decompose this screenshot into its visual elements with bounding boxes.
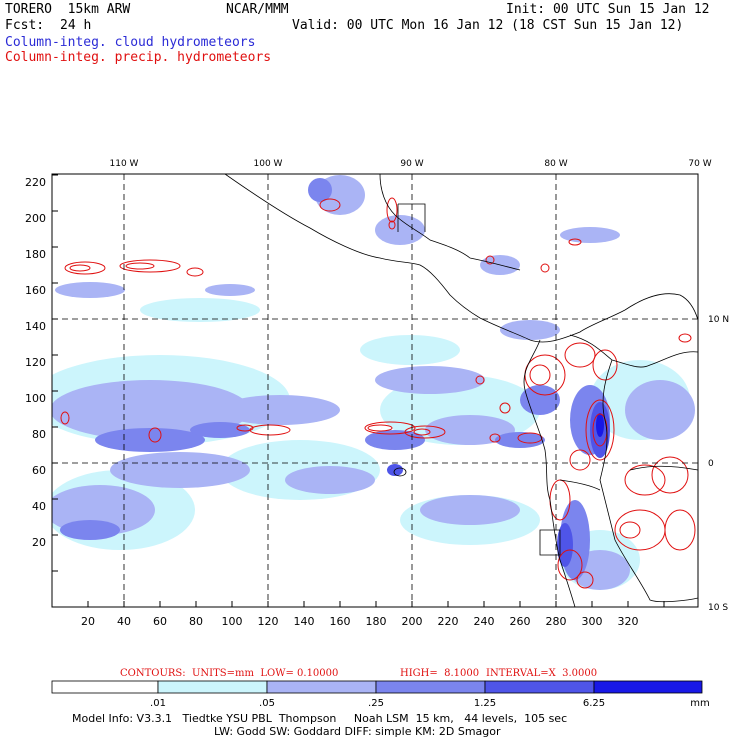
- colorbar-swatch: [266, 680, 377, 694]
- y-tick-label: 180: [25, 248, 46, 261]
- x-tick-label: 100: [222, 615, 243, 628]
- contour-interval: INTERVAL=X 3.0000: [486, 668, 598, 679]
- y-tick-label: 120: [25, 356, 46, 369]
- x-tick-label: 200: [402, 615, 423, 628]
- tick-marks: [52, 174, 665, 607]
- lon-label: 70 W: [688, 159, 711, 169]
- x-tick-labels: 20 40 60 80 100 120 140 160 180 200 220 …: [81, 615, 639, 628]
- lon-label: 110 W: [110, 159, 139, 169]
- x-tick-label: 300: [582, 615, 603, 628]
- x-tick-label: 180: [366, 615, 387, 628]
- lon-label: 100 W: [254, 159, 283, 169]
- y-tick-label: 60: [32, 464, 46, 477]
- valid-time: Valid: 00 UTC Mon 16 Jan 12 (18 CST Sun …: [292, 18, 684, 33]
- colorbar-swatch: [593, 680, 703, 694]
- colorbar-label: .25: [368, 698, 384, 709]
- contour-high: HIGH= 8.1000: [400, 668, 480, 679]
- x-tick-label: 280: [546, 615, 567, 628]
- colorbar-label: .05: [259, 698, 275, 709]
- precip-contours: [60, 197, 696, 589]
- y-tick-label: 140: [25, 320, 46, 333]
- x-tick-label: 160: [330, 615, 351, 628]
- model-name: TORERO 15km ARW: [5, 2, 131, 17]
- init-time: Init: 00 UTC Sun 15 Jan 12: [506, 2, 710, 17]
- colorbar-label: 6.25: [583, 698, 605, 709]
- x-tick-label: 80: [189, 615, 203, 628]
- colorbar-label: 1.25: [474, 698, 496, 709]
- lon-label: 90 W: [400, 159, 423, 169]
- x-tick-label: 60: [153, 615, 167, 628]
- y-tick-label: 40: [32, 500, 46, 513]
- lat-label: 10 S: [708, 603, 728, 613]
- x-tick-label: 320: [618, 615, 639, 628]
- forecast-value: 24 h: [60, 18, 92, 33]
- x-tick-label: 260: [510, 615, 531, 628]
- hydrometeor-field: [52, 174, 698, 607]
- x-tick-label: 40: [117, 615, 131, 628]
- lat-label: 0: [708, 459, 714, 469]
- y-tick-labels: 220 200 180 160 140 120 100 80 60 40 20: [25, 176, 46, 549]
- y-tick-label: 200: [25, 212, 46, 225]
- colorbar-label: .01: [150, 698, 166, 709]
- colorbar: .01 .05 .25 1.25 6.25 mm: [51, 680, 710, 709]
- graticule: [52, 174, 698, 607]
- colorbar-swatch: [484, 680, 595, 694]
- org-name: NCAR/MMM: [226, 2, 289, 17]
- lon-labels: 110 W 100 W 90 W 80 W 70 W: [110, 159, 712, 169]
- y-tick-label: 100: [25, 392, 46, 405]
- x-tick-label: 240: [474, 615, 495, 628]
- model-info-line1: Model Info: V3.3.1 Tiedtke YSU PBL Thomp…: [72, 712, 568, 725]
- x-tick-label: 140: [294, 615, 315, 628]
- colorbar-swatch: [375, 680, 486, 694]
- x-tick-label: 20: [81, 615, 95, 628]
- colorbar-unit: mm: [690, 698, 709, 709]
- colorbar-swatch: [157, 680, 268, 694]
- legend-precip: Column-integ. precip. hydrometeors: [5, 50, 272, 65]
- y-tick-label: 20: [32, 536, 46, 549]
- lon-label: 80 W: [544, 159, 567, 169]
- coastlines: [224, 174, 698, 607]
- forecast-label: Fcst:: [5, 18, 45, 33]
- x-tick-label: 120: [258, 615, 279, 628]
- y-tick-label: 220: [25, 176, 46, 189]
- model-info-line2: LW: Godd SW: Goddard DIFF: simple KM: 2D…: [214, 725, 501, 738]
- y-tick-label: 160: [25, 284, 46, 297]
- lat-label: 10 N: [708, 315, 729, 325]
- legend-cloud: Column-integ. cloud hydrometeors: [5, 35, 256, 50]
- x-tick-label: 220: [438, 615, 459, 628]
- lat-labels: 10 N 0 10 S: [708, 315, 729, 613]
- y-tick-label: 80: [32, 428, 46, 441]
- contour-units: CONTOURS: UNITS=mm LOW= 0.10000: [120, 668, 339, 679]
- colorbar-swatch: [51, 680, 159, 694]
